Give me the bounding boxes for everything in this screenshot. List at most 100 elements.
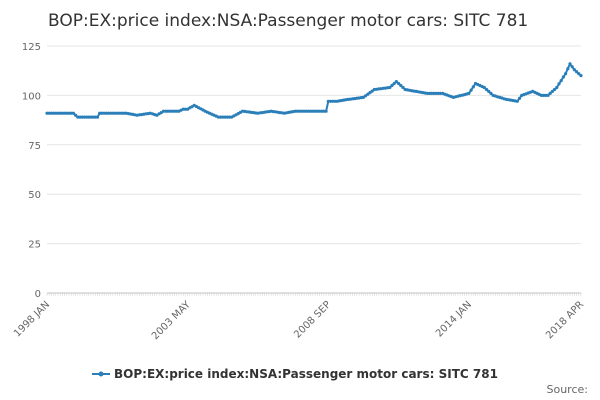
data-point[interactable] (394, 80, 398, 84)
data-point[interactable] (366, 92, 370, 96)
data-point[interactable] (93, 115, 97, 119)
data-point[interactable] (561, 75, 566, 79)
data-point[interactable] (122, 111, 126, 115)
data-point[interactable] (102, 111, 106, 115)
data-point[interactable] (557, 82, 561, 86)
data-point[interactable] (572, 68, 577, 72)
data-point[interactable] (548, 91, 552, 95)
data-point[interactable] (164, 109, 168, 113)
data-point[interactable] (390, 83, 394, 88)
data-point[interactable] (161, 109, 166, 113)
data-point[interactable] (482, 85, 486, 90)
data-point[interactable] (427, 91, 431, 95)
data-point[interactable] (113, 111, 117, 115)
data-point[interactable] (60, 111, 64, 115)
data-point[interactable] (87, 115, 91, 119)
data-point[interactable] (298, 109, 302, 113)
data-point[interactable] (322, 109, 326, 113)
data-point[interactable] (364, 94, 368, 98)
data-point[interactable] (311, 109, 315, 113)
data-point[interactable] (65, 111, 69, 115)
data-point[interactable] (568, 62, 572, 66)
data-point[interactable] (49, 111, 54, 115)
data-point[interactable] (63, 111, 67, 115)
data-point[interactable] (546, 93, 550, 97)
data-point[interactable] (306, 109, 311, 113)
data-point[interactable] (361, 95, 365, 99)
data-point[interactable] (392, 81, 396, 86)
data-point[interactable] (434, 91, 438, 95)
legend[interactable]: BOP:EX:price index:NSA:Passenger motor c… (92, 367, 498, 381)
data-point[interactable] (555, 85, 559, 90)
data-point[interactable] (577, 72, 581, 76)
data-point[interactable] (469, 88, 473, 92)
data-point[interactable] (225, 115, 229, 119)
data-point[interactable] (117, 111, 122, 115)
data-point[interactable] (58, 111, 62, 115)
data-point[interactable] (47, 111, 51, 115)
data-point[interactable] (183, 107, 187, 111)
data-point[interactable] (91, 115, 95, 119)
data-point[interactable] (425, 91, 429, 95)
data-point[interactable] (172, 109, 177, 113)
data-point[interactable] (71, 111, 75, 115)
data-point[interactable] (326, 99, 330, 103)
data-point[interactable] (432, 91, 436, 95)
data-point[interactable] (544, 93, 548, 97)
data-point[interactable] (111, 111, 115, 115)
data-point[interactable] (175, 109, 179, 113)
data-point[interactable] (401, 85, 405, 90)
data-point[interactable] (324, 109, 328, 113)
data-point[interactable] (370, 89, 374, 93)
data-point[interactable] (67, 111, 71, 115)
data-point[interactable] (54, 111, 58, 115)
data-point[interactable] (120, 111, 124, 115)
data-point[interactable] (487, 89, 491, 93)
data-point[interactable] (399, 83, 403, 88)
data-point[interactable] (219, 115, 223, 119)
data-point[interactable] (168, 109, 172, 113)
data-point[interactable] (515, 99, 519, 103)
data-point[interactable] (216, 115, 220, 119)
data-point[interactable] (331, 99, 335, 103)
data-point[interactable] (166, 109, 170, 113)
data-point[interactable] (170, 109, 174, 113)
data-point[interactable] (550, 89, 555, 93)
data-point[interactable] (76, 115, 80, 119)
data-point[interactable] (109, 111, 113, 115)
data-point[interactable] (302, 109, 306, 113)
data-point[interactable] (328, 99, 333, 103)
data-point[interactable] (542, 93, 546, 97)
data-point[interactable] (80, 115, 84, 119)
data-point[interactable] (300, 109, 304, 113)
data-point[interactable] (78, 115, 82, 119)
data-point[interactable] (181, 107, 185, 111)
data-point[interactable] (227, 115, 231, 119)
data-point[interactable] (517, 96, 522, 100)
data-point[interactable] (100, 111, 104, 115)
data-point[interactable] (320, 109, 324, 113)
data-point[interactable] (82, 115, 86, 119)
data-point[interactable] (85, 115, 89, 119)
data-point[interactable] (315, 109, 319, 113)
data-point[interactable] (471, 85, 475, 89)
data-point[interactable] (484, 87, 489, 92)
data-point[interactable] (104, 111, 108, 115)
data-point[interactable] (566, 67, 570, 71)
data-point[interactable] (579, 74, 583, 78)
data-point[interactable] (388, 85, 392, 90)
data-point[interactable] (430, 91, 434, 95)
data-point[interactable] (489, 91, 493, 95)
data-point[interactable] (115, 111, 119, 115)
data-point[interactable] (436, 91, 440, 95)
data-point[interactable] (397, 81, 401, 86)
data-point[interactable] (313, 109, 317, 113)
data-point[interactable] (106, 111, 111, 115)
data-point[interactable] (293, 109, 297, 113)
data-point[interactable] (69, 111, 73, 115)
data-point[interactable] (559, 79, 563, 83)
data-point[interactable] (438, 91, 442, 95)
data-point[interactable] (539, 93, 544, 97)
data-point[interactable] (295, 109, 300, 113)
data-point[interactable] (333, 99, 337, 103)
